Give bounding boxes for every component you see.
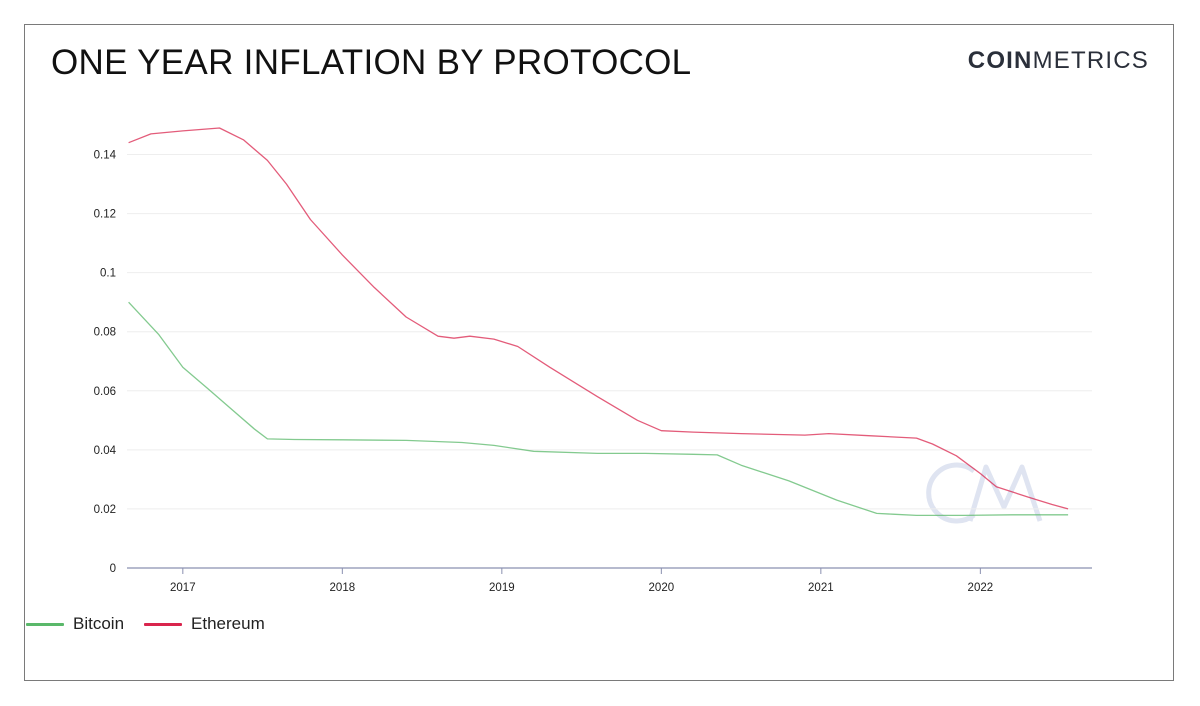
- legend-label: Ethereum: [191, 614, 265, 633]
- brand-logo: COINMETRICS: [968, 47, 1149, 75]
- series-line-bitcoin: [128, 301, 1069, 517]
- x-tick-label: 2017: [170, 582, 196, 594]
- legend-label: Bitcoin: [73, 614, 125, 633]
- y-tick-label: 0: [110, 563, 116, 575]
- brand-logo-bold: COIN: [967, 47, 1033, 74]
- x-tick-label: 2019: [489, 582, 515, 594]
- y-tick-label: 0.04: [94, 445, 117, 457]
- x-tick-label: 2022: [968, 582, 994, 594]
- legend-item-bitcoin[interactable]: Bitcoin: [26, 614, 124, 634]
- y-tick-label: 0.02: [94, 504, 116, 516]
- x-tick-label: 2021: [808, 582, 834, 594]
- legend-item-ethereum[interactable]: Ethereum: [144, 614, 265, 634]
- page-title: ONE YEAR INFLATION BY PROTOCOL: [51, 43, 692, 82]
- brand-logo-light: METRICS: [1032, 47, 1149, 74]
- y-tick-label: 0.14: [94, 150, 117, 162]
- y-tick-label: 0.08: [94, 327, 116, 339]
- y-tick-label: 0.06: [94, 386, 116, 398]
- legend-swatch-bitcoin: [26, 622, 64, 626]
- x-tick-label: 2018: [330, 582, 356, 594]
- chart-frame: ONE YEAR INFLATION BY PROTOCOL COINMETRI…: [24, 24, 1174, 681]
- y-tick-label: 0.12: [94, 209, 116, 221]
- watermark-c-icon: [926, 462, 976, 524]
- watermark-m-icon: [967, 464, 1043, 522]
- legend-swatch-ethereum: [144, 622, 183, 626]
- chart-legend: Bitcoin Ethereum: [26, 614, 265, 634]
- y-tick-label: 0.1: [100, 268, 116, 280]
- series-line-ethereum: [128, 127, 1069, 510]
- x-tick-label: 2020: [649, 582, 675, 594]
- watermark-logo: [926, 462, 1043, 524]
